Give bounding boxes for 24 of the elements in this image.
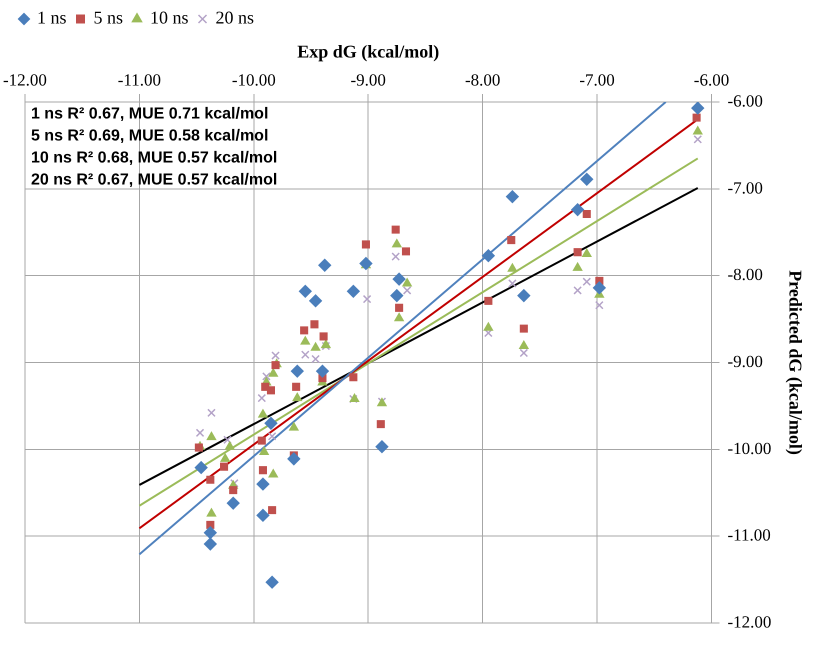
y-tick-label: -10.00 — [727, 438, 772, 458]
annotation: 10 ns R² 0.68, MUE 0.57 kcal/mol — [30, 149, 278, 166]
y-tick-label: -11.00 — [727, 526, 771, 545]
legend-label: 10 ns — [150, 8, 189, 28]
annotation: 20 ns R² 0.67, MUE 0.57 kcal/mol — [30, 171, 278, 188]
x-tick-label: -8.00 — [464, 70, 500, 90]
x-tick-label: -9.00 — [350, 70, 386, 90]
x-tick-label: -10.00 — [232, 70, 276, 90]
y-tick-label: -7.00 — [727, 178, 763, 198]
x-tick-label: -6.00 — [694, 70, 730, 90]
y-tick-label: -12.00 — [727, 612, 772, 632]
x-tick-label: -12.00 — [2, 70, 47, 90]
x-tick-label: -11.00 — [118, 70, 162, 90]
legend-label: 5 ns — [94, 8, 124, 28]
x-axis-title: Exp dG (kcal/mol) — [297, 41, 440, 62]
annotation: 1 ns R² 0.67, MUE 0.71 kcal/mol — [30, 105, 268, 122]
legend-label: 1 ns — [37, 8, 67, 28]
legend-label: 20 ns — [216, 8, 254, 28]
y-tick-label: -9.00 — [727, 352, 763, 371]
y-tick-label: -6.00 — [727, 91, 763, 110]
y-tick-label: -8.00 — [727, 265, 763, 284]
x-tick-label: -7.00 — [579, 70, 615, 90]
y-axis-title: Predicted dG (kcal/mol) — [786, 270, 806, 455]
annotation: 5 ns R² 0.69, MUE 0.58 kcal/mol — [30, 127, 268, 144]
